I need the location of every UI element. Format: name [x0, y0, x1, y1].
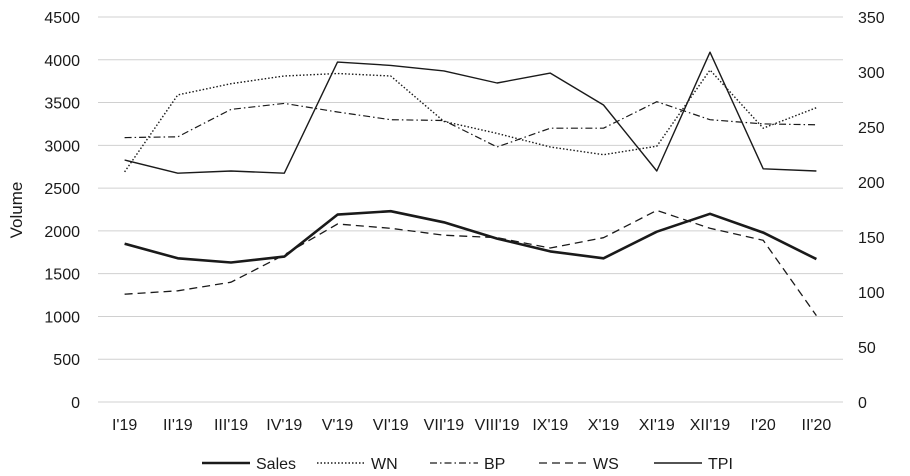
- series-line-sales: [124, 209, 817, 264]
- legend-item-sales: Sales: [202, 456, 296, 473]
- x-tick-label: I'19: [112, 417, 137, 434]
- x-tick-label: V'19: [322, 417, 354, 434]
- legend-item-wn: WN: [317, 456, 398, 473]
- legend-label: WN: [371, 456, 398, 473]
- gridlines: [98, 16, 843, 403]
- y-tick-label: 500: [53, 352, 80, 369]
- y-tick-label: 1500: [44, 267, 80, 284]
- y-tick-label: 4500: [44, 10, 80, 27]
- x-axis-ticks: I'19 II'19 III'19 IV'19 V'19 VI'19 VII'19 VIII'…: [112, 417, 831, 434]
- x-tick-label: IV'19: [266, 417, 302, 434]
- x-tick-label: X'19: [588, 417, 620, 434]
- y2-tick-label: 200: [858, 175, 885, 192]
- y2-tick-label: 0: [858, 395, 867, 412]
- series-line-ws: [124, 209, 817, 316]
- y2-tick-label: 100: [858, 285, 885, 302]
- legend: Sales WN BP WS TPI: [202, 456, 733, 473]
- series-line-bp: [124, 101, 817, 148]
- y2-axis-ticks: 0 50 100 150 200 250 300 350: [858, 10, 885, 412]
- y-tick-label: 2000: [44, 224, 80, 241]
- y2-tick-label: 150: [858, 230, 885, 247]
- series-lines: [124, 51, 817, 316]
- x-tick-label: VIII'19: [475, 417, 520, 434]
- x-tick-label: XII'19: [690, 417, 731, 434]
- y2-tick-label: 350: [858, 10, 885, 27]
- legend-label: Sales: [256, 456, 296, 473]
- x-tick-label: VII'19: [424, 417, 465, 434]
- legend-item-ws: WS: [539, 456, 619, 473]
- x-tick-label: XI'19: [639, 417, 675, 434]
- legend-item-bp: BP: [430, 456, 505, 473]
- x-tick-label: I'20: [751, 417, 776, 434]
- x-tick-label: II'20: [802, 417, 832, 434]
- x-tick-label: II'19: [163, 417, 193, 434]
- y2-tick-label: 250: [858, 120, 885, 137]
- x-tick-label: III'19: [214, 417, 248, 434]
- series-line-wn: [124, 69, 817, 173]
- y2-tick-label: 50: [858, 340, 876, 357]
- y2-tick-label: 300: [858, 65, 885, 82]
- y-tick-label: 1000: [44, 309, 80, 326]
- y-tick-label: 4000: [44, 53, 80, 70]
- y-tick-label: 0: [71, 395, 80, 412]
- legend-item-tpi: TPI: [654, 456, 733, 473]
- y-axis-ticks: 0 500 1000 1500 2000 2500 3000 3500 4000 4500: [44, 10, 80, 412]
- y-tick-label: 3000: [44, 138, 80, 155]
- legend-label: TPI: [708, 456, 733, 473]
- y-axis-label: Volume: [7, 182, 26, 239]
- x-tick-label: VI'19: [373, 417, 409, 434]
- y-tick-label: 3500: [44, 96, 80, 113]
- x-tick-label: IX'19: [532, 417, 568, 434]
- legend-label: BP: [484, 456, 505, 473]
- y-tick-label: 2500: [44, 181, 80, 198]
- series-line-tpi: [124, 51, 817, 174]
- legend-label: WS: [593, 456, 619, 473]
